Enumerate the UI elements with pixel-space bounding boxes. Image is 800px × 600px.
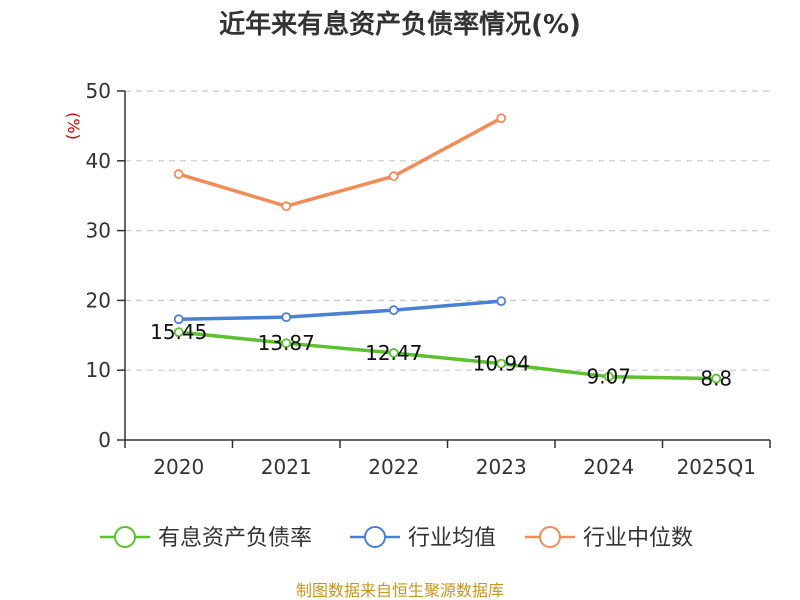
- data-label: 15.45: [150, 320, 207, 344]
- series-line: [177, 330, 718, 381]
- legend-marker-circle: [114, 526, 136, 548]
- x-tick-label: 2025Q1: [677, 455, 756, 479]
- series-layer: [173, 113, 722, 384]
- data-label: 12.47: [365, 341, 422, 365]
- data-point: [388, 348, 399, 358]
- x-tick-label: 2021: [261, 455, 312, 479]
- series-line: [177, 299, 503, 321]
- x-tick-label: 2024: [583, 455, 634, 479]
- legend-item: 行业均值: [350, 526, 496, 551]
- data-label: 13.87: [258, 331, 315, 355]
- legend-label: 行业均值: [408, 526, 496, 551]
- x-tick-label: 2023: [476, 455, 527, 479]
- y-tick-label: 0: [98, 428, 111, 452]
- legend-item: 有息资产负债率: [100, 526, 312, 551]
- source-note: 制图数据来自恒生聚源数据库: [296, 581, 504, 600]
- data-point: [173, 169, 184, 179]
- data-point: [281, 312, 292, 323]
- y-tick-label: 20: [86, 288, 111, 312]
- legend-marker-circle: [539, 526, 561, 548]
- grid-lines: [125, 90, 770, 371]
- legend: 有息资产负债率 行业均值 行业中位数: [100, 526, 693, 551]
- legend-label: 有息资产负债率: [158, 526, 312, 551]
- data-point: [388, 305, 399, 316]
- data-point: [496, 296, 507, 306]
- y-tick-label: 40: [86, 149, 111, 173]
- axes: 0 10 20 30 40 50 2020 2021 2022 2023 2024 2025Q1: [86, 79, 771, 479]
- chart-title: 近年来有息资产负债率情况(%): [219, 9, 581, 40]
- y-tick-label: 50: [86, 79, 111, 103]
- y-axis-unit-label: (%): [64, 112, 83, 140]
- y-tick-label: 10: [86, 358, 111, 382]
- x-tick-label: 2020: [153, 455, 204, 479]
- data-point: [388, 171, 399, 182]
- x-tick-label: 2022: [368, 455, 419, 479]
- data-point: [603, 371, 614, 382]
- data-point: [281, 338, 292, 349]
- data-point: [496, 358, 507, 369]
- legend-item: 行业中位数: [525, 526, 693, 551]
- data-labels: 15.45 13.87 12.47 10.94 9.07 8.8: [150, 320, 732, 390]
- legend-label: 行业中位数: [583, 526, 693, 551]
- data-point: [173, 327, 184, 338]
- data-point: [173, 314, 184, 325]
- data-point: [281, 201, 292, 212]
- data-point: [711, 373, 722, 384]
- data-label: 9.07: [586, 365, 631, 389]
- data-label: 10.94: [473, 352, 530, 376]
- data-point: [496, 113, 507, 124]
- y-tick-label: 30: [86, 219, 111, 243]
- legend-marker-circle: [364, 526, 386, 548]
- data-label: 8.8: [700, 367, 732, 391]
- series-line: [177, 116, 503, 208]
